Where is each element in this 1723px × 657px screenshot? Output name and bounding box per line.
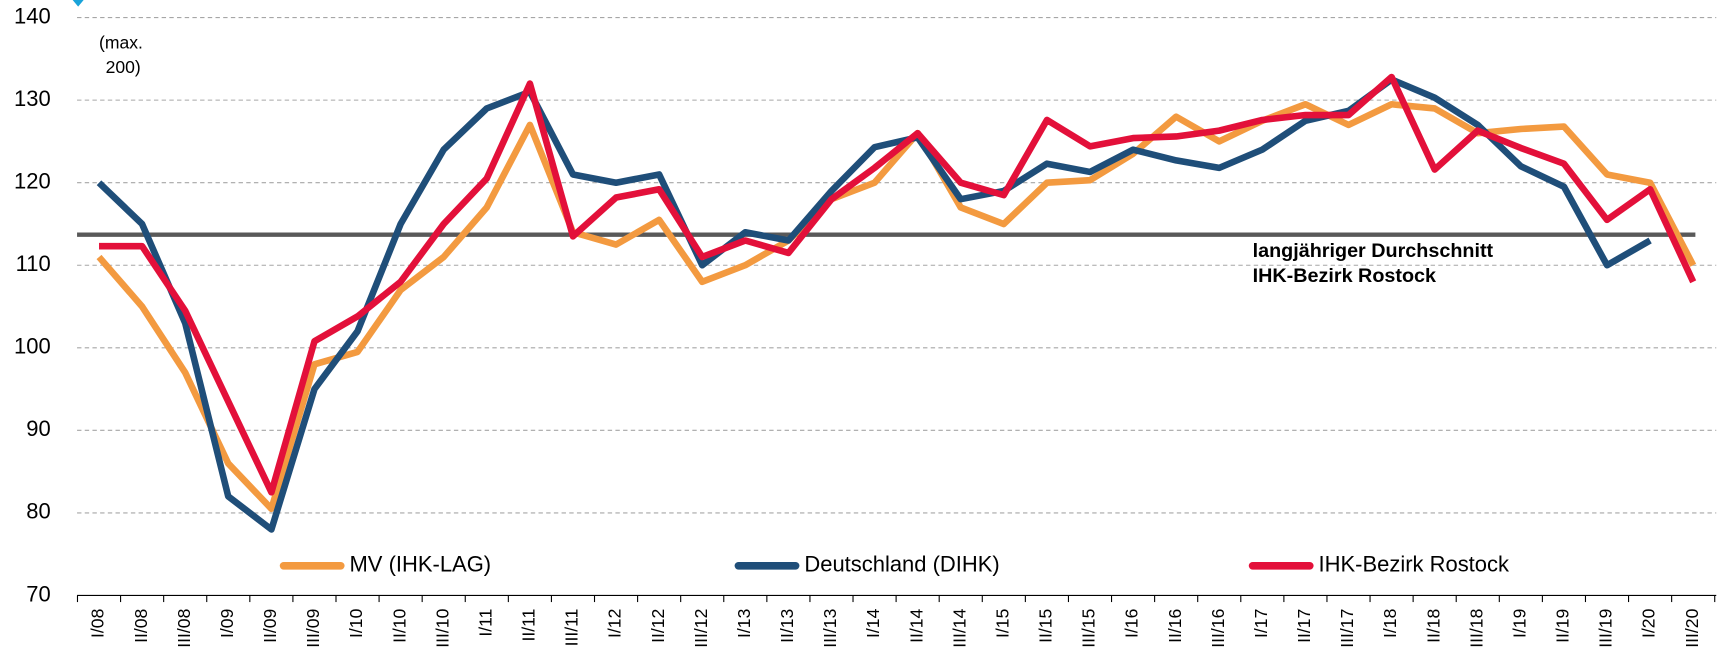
series-line — [96, 76, 1652, 533]
x-tick-label: I/15 — [992, 608, 1012, 638]
x-tick-label: III/20 — [1682, 608, 1702, 647]
x-tick-label: I/19 — [1509, 609, 1529, 638]
x-tick-label: III/17 — [1337, 609, 1357, 648]
x-tick-label: II/17 — [1294, 609, 1314, 643]
x-tick-label: II/18 — [1423, 609, 1443, 643]
x-tick-label: II/15 — [1036, 608, 1056, 642]
x-tick-label: I/18 — [1380, 609, 1400, 638]
x-tick-label: III/13 — [820, 609, 840, 648]
x-tick-label: II/12 — [648, 609, 668, 643]
x-tick-label: II/09 — [260, 609, 280, 643]
x-tick-label: I/13 — [734, 609, 754, 638]
x-tick-label: I/20 — [1639, 608, 1659, 638]
x-tick-label: I/09 — [217, 609, 237, 638]
x-tick-label: I/11 — [475, 609, 495, 637]
series-line — [99, 73, 1697, 496]
x-tick-label: III/14 — [949, 608, 969, 647]
x-tick-label: III/11 — [562, 609, 582, 647]
y-tick-label: 100 — [14, 334, 51, 359]
x-tick-label: III/15 — [1079, 608, 1099, 647]
x-tick-label: I/12 — [605, 609, 625, 638]
x-tick-label: II/10 — [389, 608, 409, 642]
y-tick-label: 130 — [14, 86, 51, 111]
x-tick-label: I/16 — [1122, 609, 1142, 638]
x-tick-label: II/16 — [1165, 609, 1185, 643]
y-tick-label: 140 — [14, 3, 51, 28]
x-tick-label: II/13 — [777, 609, 797, 643]
reference-label: IHK-Bezirk Rostock — [1253, 265, 1437, 287]
x-tick-label: I/14 — [863, 608, 883, 638]
x-tick-label: II/11 — [519, 609, 539, 642]
y-tick-label: 110 — [16, 251, 51, 276]
x-tick-label: I/17 — [1251, 609, 1271, 638]
reference-label: langjähriger Durchschnitt — [1253, 240, 1494, 262]
legend-label: Deutschland (DIHK) — [804, 552, 999, 577]
x-tick-label: III/12 — [691, 609, 711, 648]
x-tick-label: III/09 — [303, 609, 323, 648]
annotation: (max. — [99, 33, 143, 53]
y-tick-label: 90 — [26, 416, 50, 441]
x-tick-label: III/08 — [174, 609, 194, 648]
x-tick-label: II/14 — [906, 608, 926, 642]
x-tick-label: I/10 — [346, 608, 366, 638]
corner-marker — [72, 0, 84, 7]
x-tick-label: III/16 — [1208, 609, 1228, 648]
annotation: 200) — [106, 57, 141, 77]
x-tick-label: II/19 — [1553, 609, 1573, 643]
y-tick-label: 120 — [14, 168, 51, 193]
series-line — [96, 100, 1697, 513]
x-tick-label: II/08 — [131, 609, 151, 643]
x-tick-label: III/18 — [1466, 609, 1486, 648]
x-tick-label: III/10 — [432, 608, 452, 647]
y-tick-label: 70 — [26, 581, 50, 606]
legend-label: IHK-Bezirk Rostock — [1319, 552, 1510, 577]
y-tick-label: 80 — [26, 499, 50, 524]
x-tick-label: I/08 — [88, 609, 108, 638]
x-tick-label: III/19 — [1596, 609, 1616, 648]
legend-label: MV (IHK-LAG) — [350, 552, 492, 577]
